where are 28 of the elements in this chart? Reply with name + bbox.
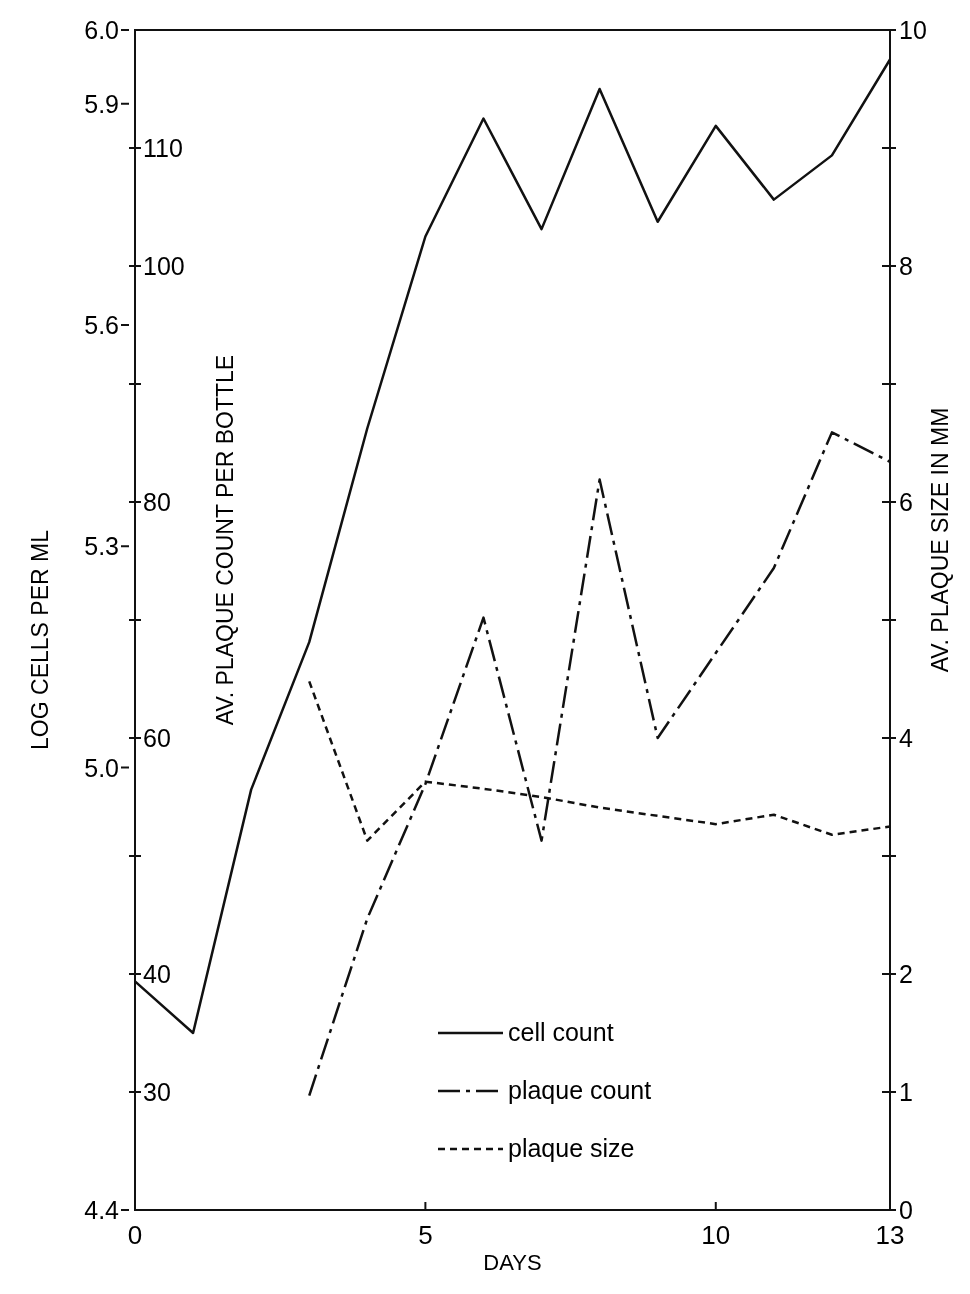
x-tick-label: 5 — [418, 1220, 433, 1250]
y3-axis-title: AV. PLAQUE COUNT PER BOTTLE — [212, 354, 238, 726]
y3-tick-label: 110 — [143, 134, 183, 162]
y2-tick-label: 1 — [899, 1078, 913, 1106]
y-tick-label: 5.6 — [84, 311, 119, 339]
y-tick-label: 6.0 — [84, 16, 119, 44]
legend-label: plaque count — [508, 1076, 652, 1104]
y3-tick-label: 100 — [143, 252, 185, 280]
y2-tick-label: 4 — [899, 724, 913, 752]
x-axis-title: DAYS — [483, 1250, 542, 1275]
y2-tick-label: 2 — [899, 960, 913, 988]
y-axis-title: LOG CELLS PER ML — [27, 529, 53, 750]
y-tick-label: 5.3 — [84, 532, 119, 561]
y2-tick-label: 8 — [899, 252, 913, 280]
legend-label: cell count — [508, 1018, 614, 1046]
legend-label: plaque size — [508, 1134, 635, 1162]
y2-tick-label: 10 — [899, 16, 927, 44]
y2-axis-title: AV. PLAQUE SIZE IN MM — [927, 407, 953, 673]
y3-tick-label: 60 — [143, 724, 171, 752]
y-tick-label: 5.9 — [84, 89, 119, 118]
y3-tick-label: 80 — [143, 488, 171, 516]
y3-tick-label: 30 — [143, 1078, 171, 1106]
x-tick-label: 0 — [127, 1220, 143, 1250]
y2-tick-label: 6 — [899, 488, 913, 516]
x-tick-label: 10 — [701, 1220, 731, 1250]
y3-tick-label: 40 — [143, 960, 171, 988]
y-tick-label: 4.4 — [84, 1196, 120, 1224]
y-tick-label: 5.0 — [84, 753, 119, 782]
